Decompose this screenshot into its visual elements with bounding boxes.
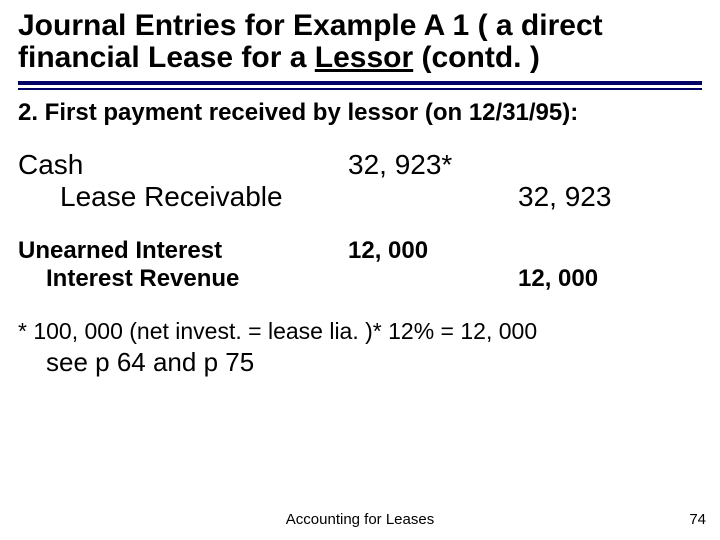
divider-thin xyxy=(18,88,702,90)
footnote-line2: see p 64 and p 75 xyxy=(18,346,702,379)
entry1-debit-amount: 32, 923* xyxy=(348,149,518,181)
title-line2-pre: financial Lease for a xyxy=(18,41,315,74)
entry1-credit-row: Lease Receivable 32, 923 xyxy=(18,181,702,213)
entry2-credit-account: Interest Revenue xyxy=(18,265,348,293)
entry2-debit-amount: 12, 000 xyxy=(348,237,518,265)
footnote: * 100, 000 (net invest. = lease lia. )* … xyxy=(18,317,702,378)
footer-center: Accounting for Leases xyxy=(0,511,720,528)
divider-thick xyxy=(18,81,702,85)
footnote-line1: * 100, 000 (net invest. = lease lia. )* … xyxy=(18,318,537,344)
entry2-credit-amount: 12, 000 xyxy=(518,265,688,293)
journal-entry-1: Cash 32, 923* Lease Receivable 32, 923 xyxy=(18,149,702,213)
journal-entry-2: Unearned Interest 12, 000 Interest Reven… xyxy=(18,237,702,293)
slide: Journal Entries for Example A 1 ( a dire… xyxy=(0,0,720,540)
entry1-debit-account: Cash xyxy=(18,149,348,181)
entry1-credit-amount: 32, 923 xyxy=(518,181,688,213)
slide-title: Journal Entries for Example A 1 ( a dire… xyxy=(18,10,702,73)
entry2-debit-row: Unearned Interest 12, 000 xyxy=(18,237,702,265)
entry2-debit-account: Unearned Interest xyxy=(18,237,348,265)
entry1-credit-account: Lease Receivable xyxy=(18,181,348,213)
title-underlined-word: Lessor xyxy=(315,41,413,74)
title-line-1: Journal Entries for Example A 1 ( a dire… xyxy=(18,10,702,42)
title-line-2: financial Lease for a Lessor (contd. ) xyxy=(18,42,702,74)
entry2-credit-row: Interest Revenue 12, 000 xyxy=(18,265,702,293)
title-line2-post: (contd. ) xyxy=(413,41,540,74)
entry1-debit-row: Cash 32, 923* xyxy=(18,149,702,181)
entry-subheading: 2. First payment received by lessor (on … xyxy=(18,99,702,127)
footer-page-number: 74 xyxy=(689,511,706,528)
